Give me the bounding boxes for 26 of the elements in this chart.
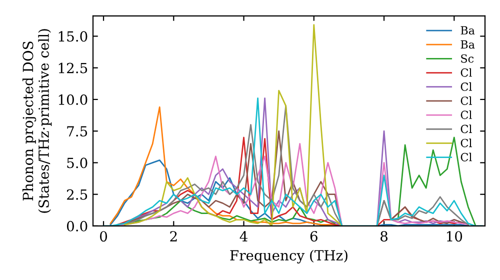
legend-label: Cl xyxy=(460,152,472,162)
y-tick-label: 2.5 xyxy=(66,189,88,200)
x-tick-label: 0 xyxy=(100,231,108,242)
line-series xyxy=(124,24,343,226)
x-tick-label: 10 xyxy=(447,231,462,242)
legend-label: Sc xyxy=(461,54,474,63)
x-tick-label: 8 xyxy=(380,231,388,242)
legend-label: Cl xyxy=(460,138,472,148)
y-tick-label: 10.0 xyxy=(58,94,88,105)
y-axis-title: Phonon projected DOS (States/THz·primitive cell) xyxy=(22,29,52,213)
legend-label: Cl xyxy=(460,124,472,134)
legend-label: Cl xyxy=(460,68,472,77)
legend-label: Cl xyxy=(460,82,472,91)
legend-label: Ba xyxy=(460,26,475,35)
y-tick-label: 5.0 xyxy=(67,158,88,168)
x-tick-label: 6 xyxy=(310,231,318,242)
legend-label: Ba xyxy=(460,40,475,49)
x-tick-label: 2 xyxy=(170,231,177,242)
y-tick-label: 7.5 xyxy=(67,126,88,137)
legend-label: Cl xyxy=(460,96,472,105)
y-tick-label: 12.5 xyxy=(58,62,88,74)
x-tick-label: 4 xyxy=(240,231,248,242)
x-axis-title: Frequency (THz) xyxy=(230,250,348,264)
y-tick-label: 15.0 xyxy=(58,31,88,42)
y-tick-label: 0.0 xyxy=(66,220,88,232)
legend-label: Cl xyxy=(460,110,472,120)
